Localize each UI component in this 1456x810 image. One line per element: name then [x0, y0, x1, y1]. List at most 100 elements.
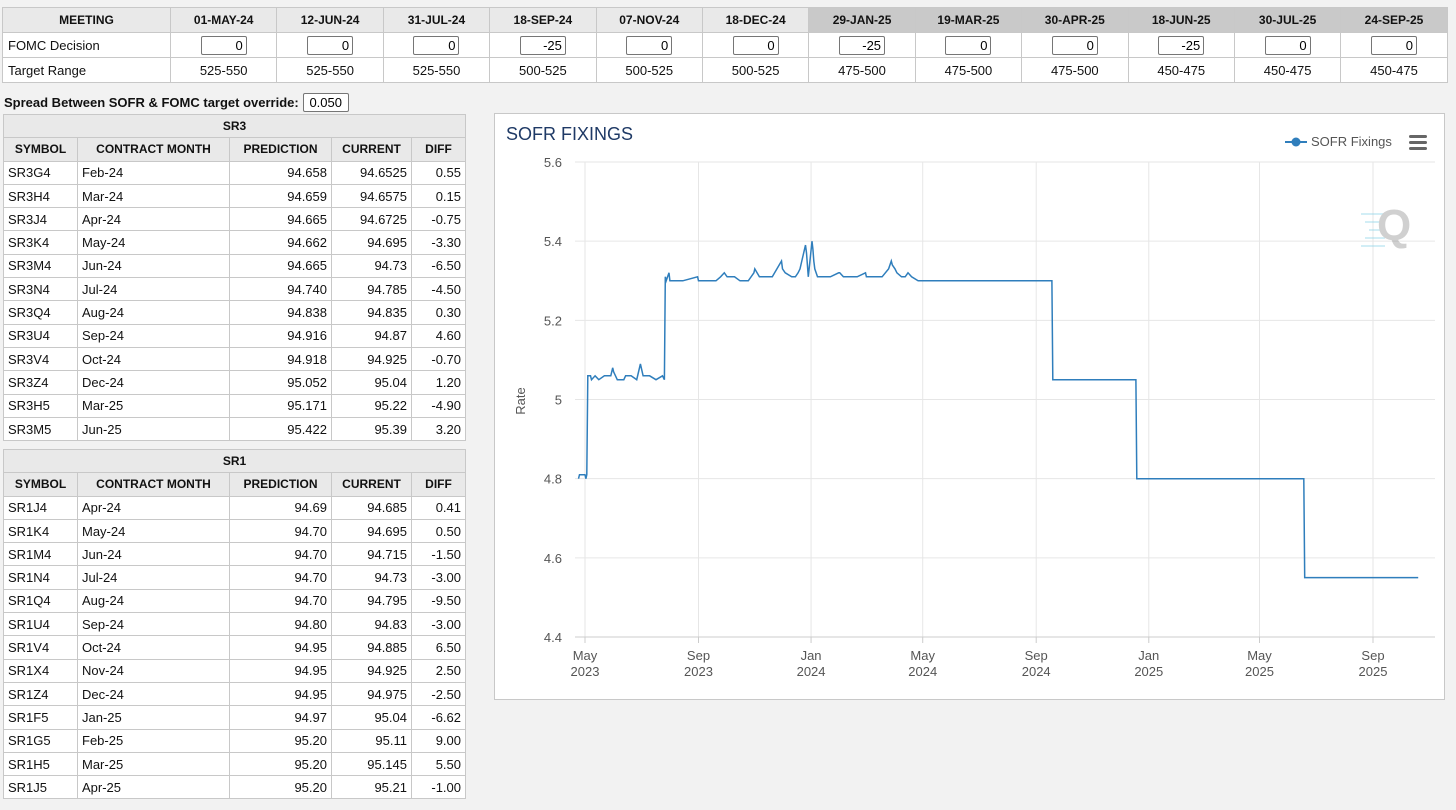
diff-cell: -4.50 [411, 277, 466, 302]
table-row: SR1K4 May-24 94.70 94.695 0.50 [3, 518, 466, 544]
prediction-cell: 94.70 [229, 518, 332, 544]
fomc-decision-input[interactable] [945, 35, 992, 55]
contract-month-cell: Apr-24 [77, 207, 230, 232]
current-cell: 94.73 [331, 253, 412, 279]
fomc-decision-input[interactable] [307, 35, 354, 55]
symbol-cell: SR3U4 [3, 323, 78, 348]
contract-month-cell: Mar-25 [77, 393, 230, 418]
fomc-decision-input[interactable] [200, 35, 247, 55]
fomc-decision-input[interactable] [519, 35, 566, 55]
prediction-cell: 94.662 [229, 230, 332, 255]
contract-month-cell: Dec-24 [77, 370, 230, 395]
x-tick-year-label: 2024 [908, 664, 937, 679]
fomc-decision-input[interactable] [1264, 35, 1311, 55]
sofr-fixings-series-line[interactable] [577, 241, 1419, 579]
fomc-decision-input[interactable] [626, 35, 673, 55]
symbol-cell: SR3N4 [3, 277, 78, 302]
chart-menu-hamburger-icon[interactable] [1408, 134, 1428, 151]
current-cell: 94.695 [331, 518, 412, 544]
fomc-decision-input[interactable] [1051, 35, 1098, 55]
prediction-cell: 94.80 [229, 612, 332, 637]
table-row: SR1N4 Jul-24 94.70 94.73 -3.00 [3, 565, 466, 590]
table-row: SR1H5 Mar-25 95.20 95.145 5.50 [3, 751, 466, 777]
target-range-label: Target Range [2, 57, 171, 83]
x-tick-year-label: 2023 [571, 664, 600, 679]
symbol-cell: SR3H5 [3, 393, 78, 418]
diff-cell: 0.15 [411, 183, 466, 209]
table-row: SR3K4 May-24 94.662 94.695 -3.30 [3, 230, 466, 255]
current-column-header: CURRENT [331, 137, 412, 162]
meeting-date-header: 24-SEP-25 [1340, 7, 1448, 33]
prediction-cell: 94.95 [229, 635, 332, 660]
current-cell: 94.83 [331, 612, 412, 637]
current-cell: 94.715 [331, 542, 412, 567]
fomc-decision-cell [1233, 32, 1342, 58]
prediction-cell: 95.052 [229, 370, 332, 395]
symbol-cell: SR1X4 [3, 658, 78, 683]
table-row: SR3U4 Sep-24 94.916 94.87 4.60 [3, 323, 466, 348]
fomc-decision-input[interactable] [732, 35, 779, 55]
symbol-cell: SR1N4 [3, 565, 78, 590]
spread-override-label: Spread Between SOFR & FOMC target overri… [4, 95, 299, 110]
current-cell: 95.22 [331, 393, 412, 418]
table-row: SR1U4 Sep-24 94.80 94.83 -3.00 [3, 612, 466, 637]
x-tick-month-label: Jan [801, 648, 822, 663]
fomc-decision-input[interactable] [1158, 35, 1205, 55]
symbol-cell: SR1G5 [3, 728, 78, 753]
symbol-cell: SR3H4 [3, 183, 78, 209]
fomc-decision-input[interactable] [1370, 35, 1417, 55]
contract-month-cell: Oct-24 [77, 346, 230, 372]
prediction-cell: 95.422 [229, 416, 332, 442]
symbol-cell: SR1M4 [3, 542, 78, 567]
table-row: SR1Z4 Dec-24 94.95 94.975 -2.50 [3, 681, 466, 707]
table-row: SR1F5 Jan-25 94.97 95.04 -6.62 [3, 705, 466, 730]
diff-cell: 0.41 [411, 495, 466, 520]
table-row: SR3Z4 Dec-24 95.052 95.04 1.20 [3, 370, 466, 395]
fomc-decision-cell [595, 32, 703, 58]
symbol-cell: SR1F5 [3, 705, 78, 730]
current-cell: 94.835 [331, 300, 412, 325]
diff-cell: 5.50 [411, 751, 466, 777]
symbol-cell: SR3V4 [3, 346, 78, 372]
diff-cell: 0.50 [411, 518, 466, 544]
diff-cell: -0.75 [411, 207, 466, 232]
current-cell: 94.87 [331, 323, 412, 348]
legend-marker-icon [1291, 137, 1301, 147]
symbol-cell: SR1V4 [3, 635, 78, 660]
contract-month-cell: Dec-24 [77, 681, 230, 707]
contract-month-cell: Apr-25 [77, 775, 230, 800]
spread-override-input[interactable] [302, 93, 349, 112]
prediction-cell: 94.659 [229, 183, 332, 209]
contract-month-cell: Mar-24 [77, 183, 230, 209]
contract-month-cell: Jul-24 [77, 277, 230, 302]
table-row: SR1J4 Apr-24 94.69 94.685 0.41 [3, 495, 466, 520]
fomc-meeting-table: MEETING 01-MAY-24 12-JUN-24 31-JUL-24 18-SE… [2, 7, 1448, 83]
sr3-table-title: SR3 [3, 113, 466, 139]
contract-month-column-header: CONTRACT MONTH [77, 472, 230, 497]
table-row: SR1J5 Apr-25 95.20 95.21 -1.00 [3, 775, 466, 800]
contract-month-column-header: CONTRACT MONTH [77, 137, 230, 162]
table-row: SR3N4 Jul-24 94.740 94.785 -4.50 [3, 277, 466, 302]
x-tick-month-label: Sep [1361, 648, 1384, 663]
current-cell: 95.11 [331, 728, 412, 753]
prediction-cell: 95.20 [229, 728, 332, 753]
contract-month-cell: Mar-25 [77, 751, 230, 777]
prediction-cell: 94.740 [229, 277, 332, 302]
fomc-decision-cell [914, 32, 1023, 58]
meeting-date-header: 30-APR-25 [1021, 7, 1129, 33]
fomc-decision-input[interactable] [413, 35, 460, 55]
x-tick-month-label: Sep [1025, 648, 1048, 663]
sr1-table: SR1 SYMBOL CONTRACT MONTH PREDICTION CUR… [3, 448, 466, 800]
current-cell: 94.885 [331, 635, 412, 660]
diff-cell: -6.50 [411, 253, 466, 279]
diff-cell: 1.20 [411, 370, 466, 395]
prediction-cell: 94.69 [229, 495, 332, 520]
table-row: SR1Q4 Aug-24 94.70 94.795 -9.50 [3, 588, 466, 614]
chart-legend[interactable]: SOFR Fixings [1285, 134, 1392, 149]
y-tick-label: 4.6 [544, 551, 562, 566]
meeting-header-row: MEETING 01-MAY-24 12-JUN-24 31-JUL-24 18-SE… [2, 7, 1448, 33]
contract-month-cell: Sep-24 [77, 323, 230, 348]
prediction-cell: 94.665 [229, 253, 332, 279]
current-cell: 94.695 [331, 230, 412, 255]
fomc-decision-input[interactable] [839, 35, 886, 55]
